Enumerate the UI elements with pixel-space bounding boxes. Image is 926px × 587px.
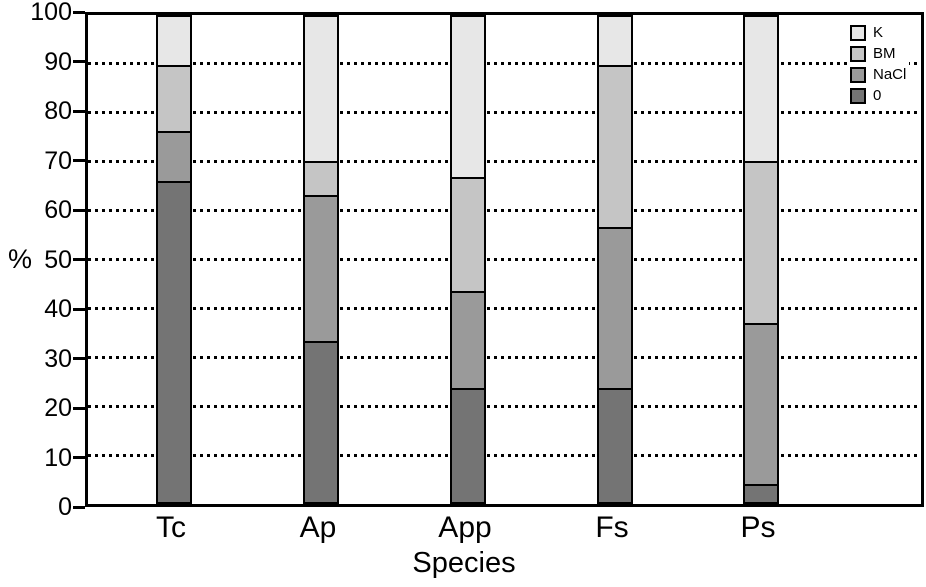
- bar-segment-App-NaCl: [452, 290, 484, 389]
- legend-item-0: 0: [850, 87, 906, 104]
- gridline-50: [88, 258, 921, 261]
- bar-segment-Fs-BM: [599, 65, 631, 227]
- bar-segment-Ps-0: [745, 484, 777, 502]
- bar-segment-Fs-NaCl: [599, 226, 631, 389]
- bar-segment-Tc-0: [158, 180, 190, 503]
- legend-item-NaCl: NaCl: [850, 66, 907, 83]
- y-tick-mark-100: [73, 10, 85, 14]
- gridline-20: [88, 404, 921, 408]
- y-tick-mark-0: [73, 505, 85, 509]
- x-tick-label-Fs: Fs: [595, 511, 629, 544]
- legend-label-K: K: [873, 24, 884, 41]
- y-tick-label-10: 10: [44, 443, 72, 472]
- bar-segment-Ps-K: [745, 17, 777, 162]
- gridline-60: [88, 209, 921, 213]
- bar-segment-Tc-NaCl: [158, 130, 190, 181]
- y-tick-mark-30: [73, 357, 85, 360]
- y-tick-label-30: 30: [44, 344, 72, 373]
- legend-swatch-BM: [850, 45, 866, 62]
- y-tick-label-90: 90: [44, 47, 72, 76]
- y-tick-mark-80: [73, 109, 85, 113]
- x-tick-label-Ps: Ps: [740, 511, 776, 544]
- gridline-10: [88, 453, 921, 457]
- y-tick-label-40: 40: [44, 295, 72, 323]
- bar-Ap: [303, 15, 339, 504]
- y-tick-mark-90: [73, 60, 85, 63]
- legend-label-NaCl: NaCl: [873, 66, 907, 83]
- legend-swatch-NaCl: [850, 66, 866, 83]
- x-tick-label-App: App: [438, 511, 492, 544]
- y-tick-label-80: 80: [44, 97, 72, 125]
- plot-area: [85, 12, 924, 507]
- y-axis-label: %: [8, 244, 33, 274]
- legend: K BM NaCl 0: [847, 23, 910, 105]
- y-tick-label-60: 60: [44, 196, 72, 224]
- bar-segment-App-BM: [452, 176, 484, 291]
- gridline-40: [88, 306, 921, 310]
- y-tick-mark-50: [73, 258, 85, 261]
- legend-item-K: K: [850, 24, 906, 41]
- bar-segment-Ap-0: [305, 340, 337, 502]
- y-tick-mark-70: [73, 159, 85, 162]
- y-tick-label-0: 0: [58, 493, 72, 521]
- bar-segment-Fs-0: [599, 388, 631, 502]
- bar-segment-Fs-K: [599, 17, 631, 66]
- bar-segment-App-K: [452, 17, 484, 177]
- bar-segment-Ps-NaCl: [745, 322, 777, 485]
- bar-Tc: [156, 15, 192, 504]
- y-tick-label-20: 20: [44, 394, 72, 422]
- bar-segment-Tc-K: [158, 17, 190, 65]
- bar-segment-App-0: [452, 388, 484, 502]
- y-tick-label-70: 70: [44, 146, 72, 175]
- y-tick-mark-40: [73, 307, 85, 311]
- legend-label-BM: BM: [873, 45, 896, 62]
- y-tick-label-100: 100: [30, 0, 72, 26]
- bar-App: [450, 15, 486, 504]
- gridline-30: [88, 355, 921, 359]
- bar-segment-Ap-BM: [305, 160, 337, 195]
- x-tick-label-Tc: Tc: [156, 511, 186, 544]
- gridline-90: [88, 62, 921, 66]
- bar-segment-Ps-BM: [745, 161, 777, 323]
- bar-segment-Ap-K: [305, 17, 337, 161]
- bar-Fs: [597, 15, 633, 504]
- x-axis-label: Species: [412, 547, 516, 579]
- legend-swatch-K: [850, 24, 866, 41]
- gridline-80: [88, 111, 921, 115]
- legend-label-0: 0: [873, 87, 882, 104]
- x-tick-label-Ap: Ap: [299, 511, 337, 544]
- y-tick-mark-60: [73, 208, 85, 212]
- bar-Ps: [743, 15, 779, 504]
- gridline-70: [88, 160, 921, 164]
- bar-segment-Tc-BM: [158, 64, 190, 131]
- legend-item-BM: BM: [850, 45, 906, 62]
- y-tick-label-50: 50: [44, 245, 72, 274]
- bar-segment-Ap-NaCl: [305, 194, 337, 341]
- legend-swatch-0: [850, 87, 866, 104]
- y-tick-mark-10: [73, 456, 85, 459]
- y-tick-mark-20: [73, 406, 85, 410]
